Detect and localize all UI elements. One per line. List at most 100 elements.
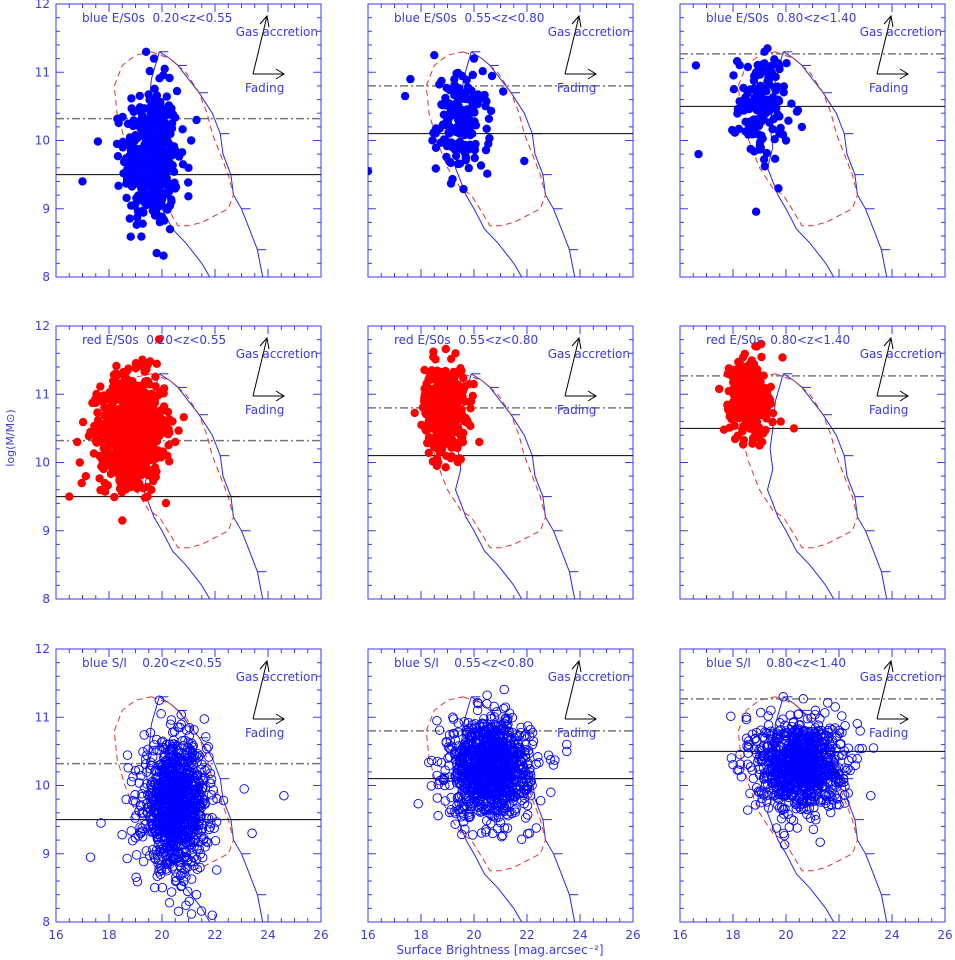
data-point [196,906,207,916]
data-point [194,751,205,761]
data-point [130,832,141,843]
data-point [176,719,186,730]
data-point [767,61,776,70]
data-point [181,725,192,735]
data-point [145,727,156,738]
data-point [166,758,177,768]
data-point [472,705,483,716]
data-point [204,824,214,835]
data-point [157,783,168,794]
data-point [146,757,156,768]
data-point [453,426,462,435]
data-point [112,139,122,149]
data-point [186,746,196,756]
data-point [154,335,164,344]
data-point [185,744,195,754]
data-point [111,369,121,378]
data-point [441,344,450,354]
data-point [468,70,477,80]
data-point [109,376,118,386]
data-point [458,438,467,447]
data-point [438,120,448,129]
data-point [142,414,151,424]
panel-title: red E/S0s 0.80<z<1.40 [706,333,850,347]
data-point [131,850,142,860]
data-point [758,437,767,447]
data-point [756,377,765,386]
data-point [134,765,144,775]
data-point [739,83,748,93]
data-point [453,443,462,453]
panel-frame [679,3,946,278]
data-point [151,734,162,745]
data-point [148,827,158,837]
data-point [468,391,477,401]
data-point [141,493,150,502]
data-point [184,751,194,762]
data-point [141,460,150,470]
data-point [481,145,491,155]
panel-7: 8 9 10 11 12 16 18 20 22 24 26 Gas accretion Fading b… [35,642,329,942]
data-point [161,122,170,131]
data-point [784,116,793,125]
data-point [744,120,753,129]
data-point [519,798,529,809]
data-point [424,448,433,458]
y-tick-label: 9 [42,202,50,216]
data-point [78,177,87,186]
data-point [111,458,121,467]
data-point [147,136,156,146]
data-point [160,428,169,437]
data-point [145,66,154,76]
data-point [137,789,147,799]
data-point [127,444,136,453]
data-point [182,758,193,768]
data-point [129,201,139,210]
data-point [445,780,455,790]
data-point [212,793,222,804]
data-point [112,468,121,477]
data-point [105,404,114,414]
data-point [420,365,429,375]
data-point [184,163,193,172]
data-point [96,382,105,391]
data-point [114,181,123,190]
data-point [156,147,166,156]
data-point [192,115,201,125]
panel-2: Gas accretion Fading blue E/S0s 0.55<z<0.8… [367,3,634,278]
data-point [175,870,186,881]
data-point [487,71,497,81]
data-point [133,213,142,222]
data-point [199,714,210,724]
data-point [473,698,484,709]
data-point [768,417,777,427]
panel-frame [367,325,634,600]
data-point [745,423,754,432]
gas-accretion-arrow [564,15,580,75]
data-point [483,169,492,178]
data-point [152,428,161,437]
data-point [182,886,193,897]
envelope-red-dashed [113,373,235,549]
data-point [193,827,203,837]
data-point [473,98,482,107]
data-point [140,759,151,769]
data-point [466,404,475,413]
data-point [120,428,129,438]
data-point [451,151,461,161]
data-point [189,852,199,863]
data-point [96,428,105,437]
data-point [109,437,118,447]
data-point [112,361,121,371]
data-point [738,440,748,449]
data-point [125,480,134,489]
panel-5: Gas accretion Fading red E/S0s 0.55<z<0.80 [367,325,634,600]
data-point [178,125,187,134]
data-point [127,407,137,416]
data-point [142,779,152,789]
data-point [107,429,117,438]
data-point [103,451,112,460]
data-point [742,380,752,389]
data-point [184,722,195,733]
data-point [187,742,198,752]
